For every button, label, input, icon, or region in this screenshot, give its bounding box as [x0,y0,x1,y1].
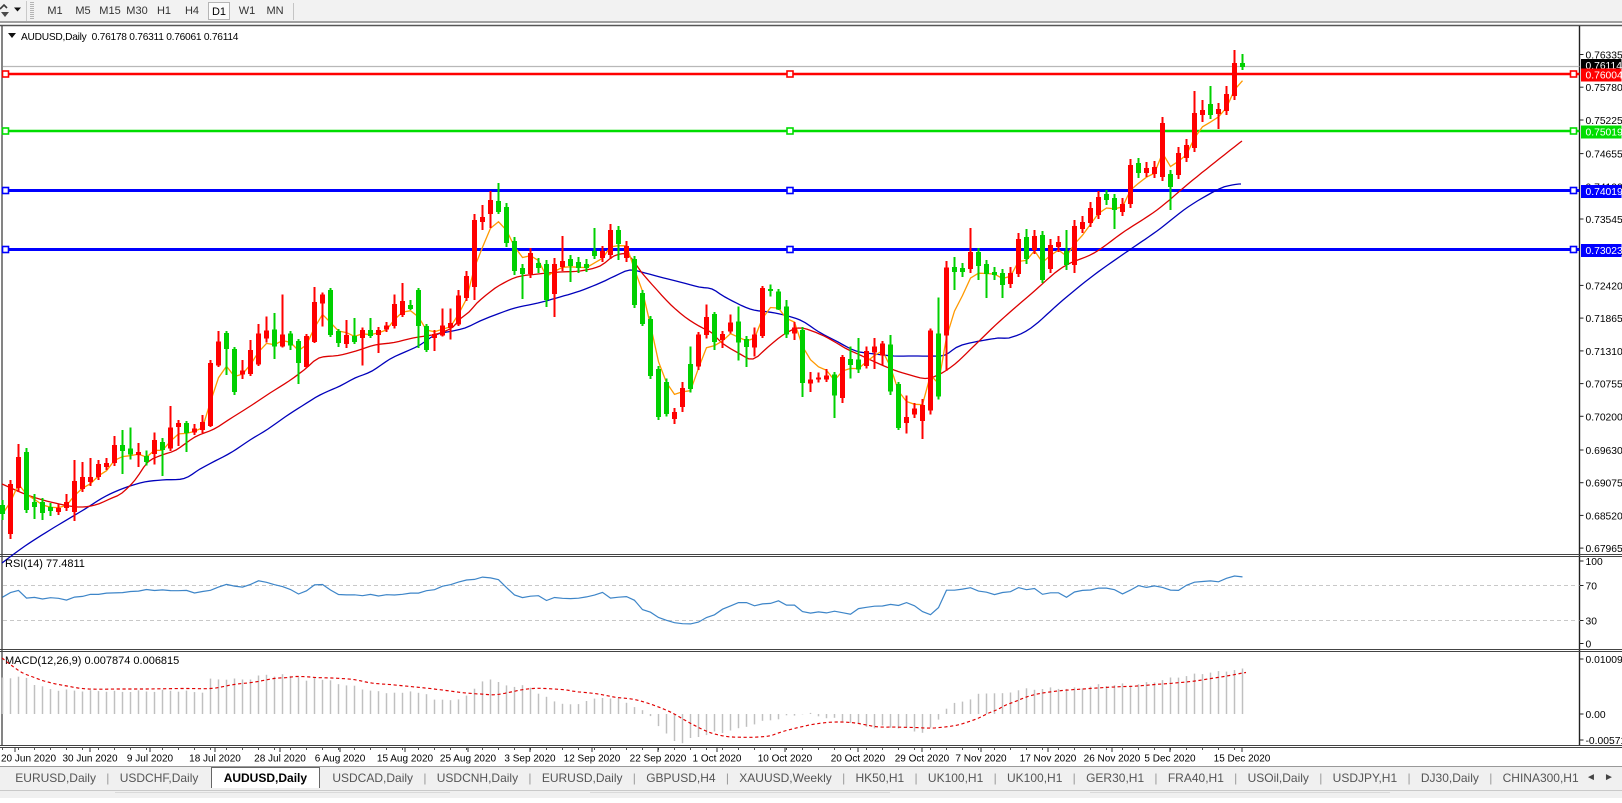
svg-text:0: 0 [1586,640,1592,651]
svg-text:0.75019: 0.75019 [1586,128,1622,139]
svg-text:0.69630: 0.69630 [1586,446,1622,457]
svg-text:0.68520: 0.68520 [1586,511,1622,522]
svg-text:20 Oct 2020: 20 Oct 2020 [831,754,886,765]
svg-text:0.71310: 0.71310 [1586,347,1622,358]
svg-text:20 Jun 2020: 20 Jun 2020 [1,754,56,765]
svg-text:0.67965: 0.67965 [1586,544,1622,555]
svg-text:0.73023: 0.73023 [1586,246,1622,257]
svg-text:0.71865: 0.71865 [1586,314,1622,325]
svg-text:28 Jul 2020: 28 Jul 2020 [254,754,306,765]
svg-text:3 Sep 2020: 3 Sep 2020 [504,754,556,765]
svg-text:30 Jun 2020: 30 Jun 2020 [62,754,117,765]
svg-text:0.74655: 0.74655 [1586,150,1622,161]
svg-text:0.70755: 0.70755 [1586,380,1622,391]
svg-text:0.70200: 0.70200 [1586,412,1622,423]
svg-text:0.010099: 0.010099 [1586,655,1622,666]
svg-text:17 Nov 2020: 17 Nov 2020 [1020,754,1077,765]
svg-text:MACD(12,26,9) 0.007874 0.00681: MACD(12,26,9) 0.007874 0.006815 [5,655,179,667]
svg-text:0.00: 0.00 [1586,710,1606,721]
svg-text:5 Dec 2020: 5 Dec 2020 [1144,754,1196,765]
svg-text:15 Dec 2020: 15 Dec 2020 [1214,754,1271,765]
svg-text:12 Sep 2020: 12 Sep 2020 [564,754,621,765]
svg-text:0.74019: 0.74019 [1586,187,1622,198]
svg-text:22 Sep 2020: 22 Sep 2020 [630,754,687,765]
svg-text:0.72420: 0.72420 [1586,281,1622,292]
svg-text:30: 30 [1586,617,1598,628]
svg-text:0.76004: 0.76004 [1586,71,1622,82]
svg-text:0.75225: 0.75225 [1586,116,1622,127]
svg-text:100: 100 [1586,557,1603,568]
svg-text:25 Aug 2020: 25 Aug 2020 [440,754,497,765]
svg-text:29 Oct 2020: 29 Oct 2020 [895,754,950,765]
svg-text:7 Nov 2020: 7 Nov 2020 [955,754,1007,765]
svg-text:6 Aug 2020: 6 Aug 2020 [315,754,366,765]
svg-text:0.73545: 0.73545 [1586,215,1622,226]
svg-text:70: 70 [1586,582,1598,593]
svg-text:18 Jul 2020: 18 Jul 2020 [189,754,241,765]
svg-text:26 Nov 2020: 26 Nov 2020 [1084,754,1141,765]
svg-text:0.75780: 0.75780 [1586,83,1622,94]
svg-text:9 Jul 2020: 9 Jul 2020 [127,754,174,765]
svg-text:15 Aug 2020: 15 Aug 2020 [377,754,434,765]
svg-text:10 Oct 2020: 10 Oct 2020 [758,754,813,765]
svg-text:AUDUSD,Daily 0.76178 0.76311: AUDUSD,Daily 0.76178 0.76311 0.76061 0.7… [21,32,239,43]
svg-text:0.69075: 0.69075 [1586,479,1622,490]
svg-text:1 Oct 2020: 1 Oct 2020 [693,754,742,765]
svg-text:RSI(14) 77.4811: RSI(14) 77.4811 [5,558,85,570]
svg-text:-0.005711: -0.005711 [1586,736,1622,747]
